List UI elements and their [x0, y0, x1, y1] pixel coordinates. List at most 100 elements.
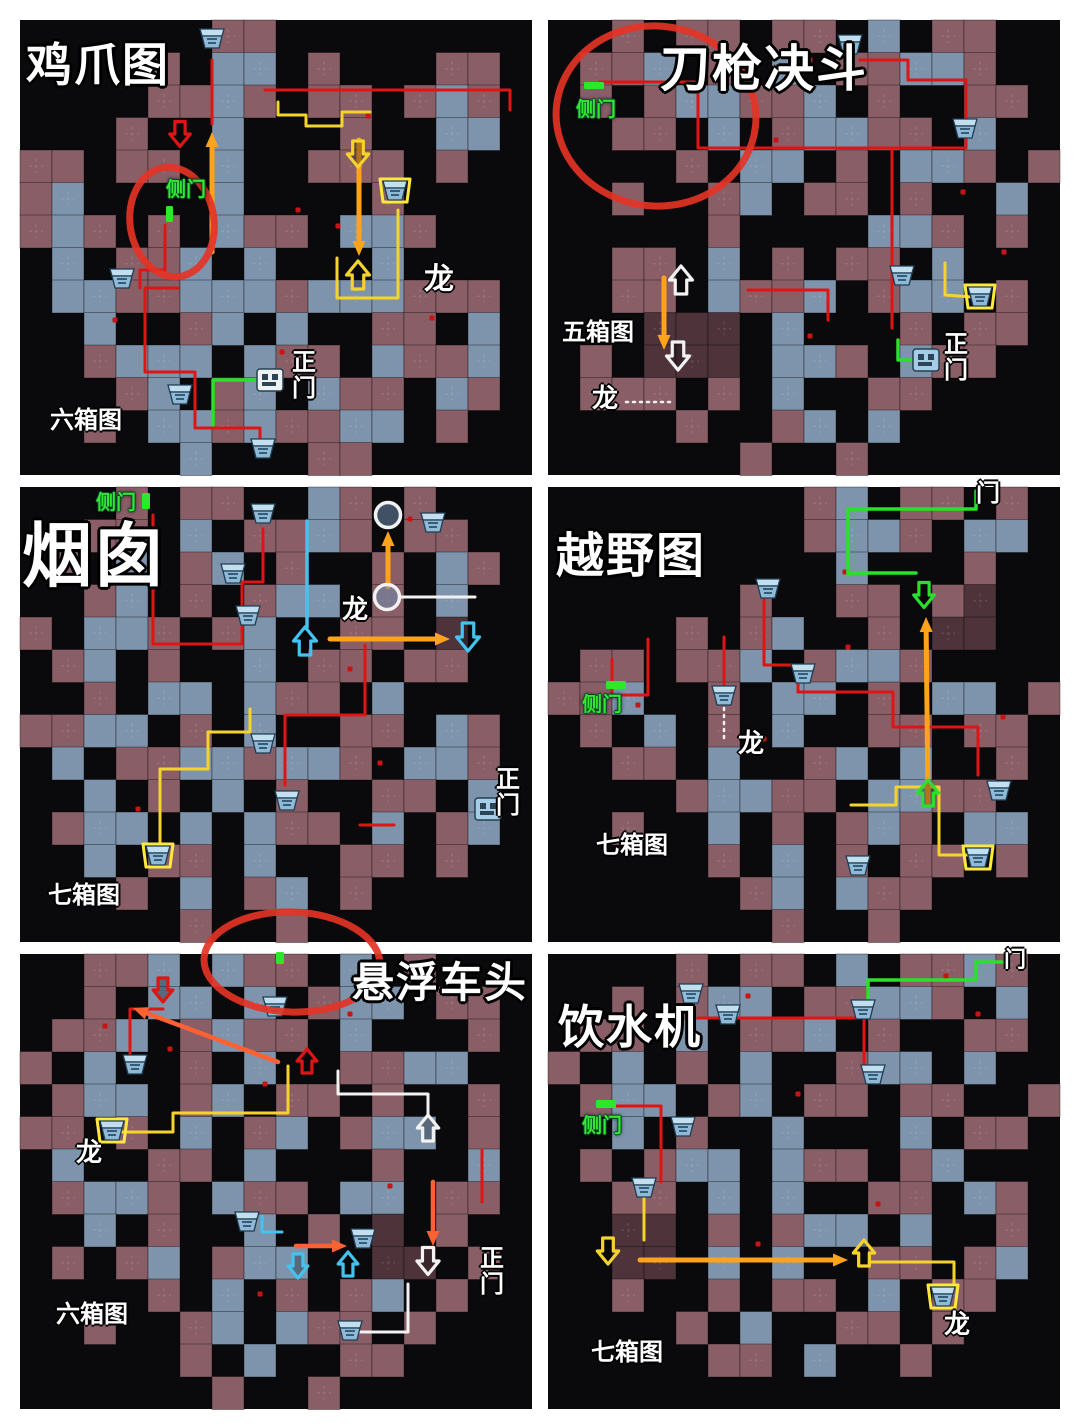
map-dot [335, 223, 341, 229]
red-route-path [263, 88, 512, 112]
yellow-route-path [868, 1260, 956, 1288]
route-arrow-head [332, 1239, 347, 1253]
map-title-yancong: 烟囱 [22, 517, 166, 595]
route-arrow-head [426, 1231, 440, 1246]
map-dot [295, 207, 301, 213]
block-arrow-up-icon [295, 1047, 319, 1075]
map-dot [807, 333, 813, 339]
map-dot [807, 57, 813, 63]
side-door-marker [276, 952, 284, 964]
loot-box-icon [274, 790, 300, 811]
map-dot [147, 546, 153, 552]
loot-box-icon [715, 1004, 741, 1025]
green-route-path [896, 338, 920, 362]
yellow-route-path [849, 785, 972, 857]
map-panel-daoqiangjuedou: 刀枪决斗 侧门 五箱图龙 正 门 [548, 19, 1061, 476]
loot-box-icon-highlighted [95, 1117, 129, 1144]
map-dot [112, 317, 118, 323]
main-door-label: 正 门 [292, 349, 316, 402]
map-title-yueyetu: 越野图 [556, 530, 707, 583]
loot-box-icon-highlighted [378, 177, 412, 204]
map-panel-yueyetu: 越野图 门侧门龙七箱图 [547, 481, 1061, 943]
map-dot [773, 137, 779, 143]
red-route-path [746, 288, 830, 322]
main-door-icon [256, 368, 284, 392]
loot-box-icon [220, 563, 246, 584]
loot-box-icon [860, 1064, 886, 1085]
map-dot [745, 993, 751, 999]
block-arrow-down-icon [912, 580, 936, 610]
loot-box-icon [986, 780, 1012, 801]
loot-box-icon [109, 268, 135, 289]
block-arrow-up-icon [915, 778, 941, 808]
route-arrow-head [919, 617, 933, 633]
block-arrow-up-icon [415, 1113, 441, 1143]
red-route-path [143, 286, 262, 444]
map-dot [387, 1183, 393, 1189]
map-dot [755, 1241, 761, 1247]
map-dot [262, 1081, 268, 1087]
side-door-label: 侧门 [582, 1115, 622, 1137]
map-panel-yinshuiji: 饮水机 门侧门龙七箱图 [547, 948, 1061, 1409]
loot-box-icon [350, 1228, 376, 1249]
block-arrow-down-icon [345, 139, 371, 169]
map-dot [960, 189, 966, 195]
block-arrow-up-icon [291, 625, 319, 657]
route-arrow-head [435, 632, 450, 646]
loot-box-icon-highlighted [141, 842, 175, 869]
loot-box-icon [420, 512, 446, 533]
side-door-label: 侧门 [582, 694, 622, 716]
red-route-path [796, 690, 980, 777]
map-canvas-jizhuatu [19, 19, 532, 476]
map-canvas-daoqiangjuedou [548, 19, 1061, 476]
route-arrow-head [381, 531, 395, 546]
white-route-path [353, 1282, 410, 1334]
map-title-yinshuiji: 饮水机 [558, 1001, 702, 1053]
dragon-label: 龙 [424, 263, 454, 296]
dragon-label: 龙 [592, 383, 619, 413]
map-dot [279, 349, 285, 355]
loot-box-icon [631, 1177, 657, 1198]
main-door-icon [912, 348, 940, 372]
map-dot [795, 1091, 801, 1097]
block-arrow-down-icon [286, 1252, 310, 1280]
map-dot [943, 973, 949, 979]
side-door-marker [166, 206, 173, 222]
dragon-label: 龙 [76, 1137, 103, 1167]
map-canvas-yinshuiji [547, 953, 1061, 1409]
block-arrow-up-icon [336, 1250, 360, 1278]
red-route-path [604, 1104, 663, 1184]
loot-box-icon-highlighted [961, 844, 995, 871]
map-panel-xuanfuchetou: 悬浮车头龙正 门六箱图 [19, 908, 532, 1410]
loot-box-icon [711, 685, 737, 706]
loot-box-icon [250, 733, 276, 754]
map-dot [167, 1046, 173, 1052]
yellow-route-path [335, 208, 400, 300]
block-arrow-down-icon [151, 976, 175, 1004]
loot-box-icon [122, 1054, 148, 1075]
cyan-route-path [260, 1214, 284, 1234]
map-dot [377, 760, 383, 766]
main-door-label: 正 门 [944, 331, 968, 384]
dragon-label: 龙 [944, 1309, 971, 1339]
waypoint-ring-icon [372, 582, 402, 612]
map-dot [875, 1201, 881, 1207]
loot-box-icon [235, 605, 261, 626]
main-door-label: 正 门 [496, 766, 520, 819]
hand-drawn-circle-annotation [200, 908, 384, 1016]
route-arrow-head [205, 132, 219, 147]
loot-box-icon [889, 265, 915, 286]
map-dot [1000, 714, 1006, 720]
map-canvas-xuanfuchetou [19, 908, 532, 1410]
box-count-label: 六箱图 [56, 1301, 128, 1328]
block-arrow-down-icon [168, 119, 192, 149]
side-door-marker [584, 82, 604, 89]
route-arrow-head [833, 1253, 848, 1267]
waypoint-ring-icon [373, 500, 403, 530]
loot-box-icon-highlighted [926, 1283, 960, 1310]
red-route-path [858, 58, 968, 150]
yellow-route-path [943, 261, 974, 299]
side-door-marker [596, 1100, 616, 1108]
side-door-label: 侧门 [166, 179, 206, 201]
